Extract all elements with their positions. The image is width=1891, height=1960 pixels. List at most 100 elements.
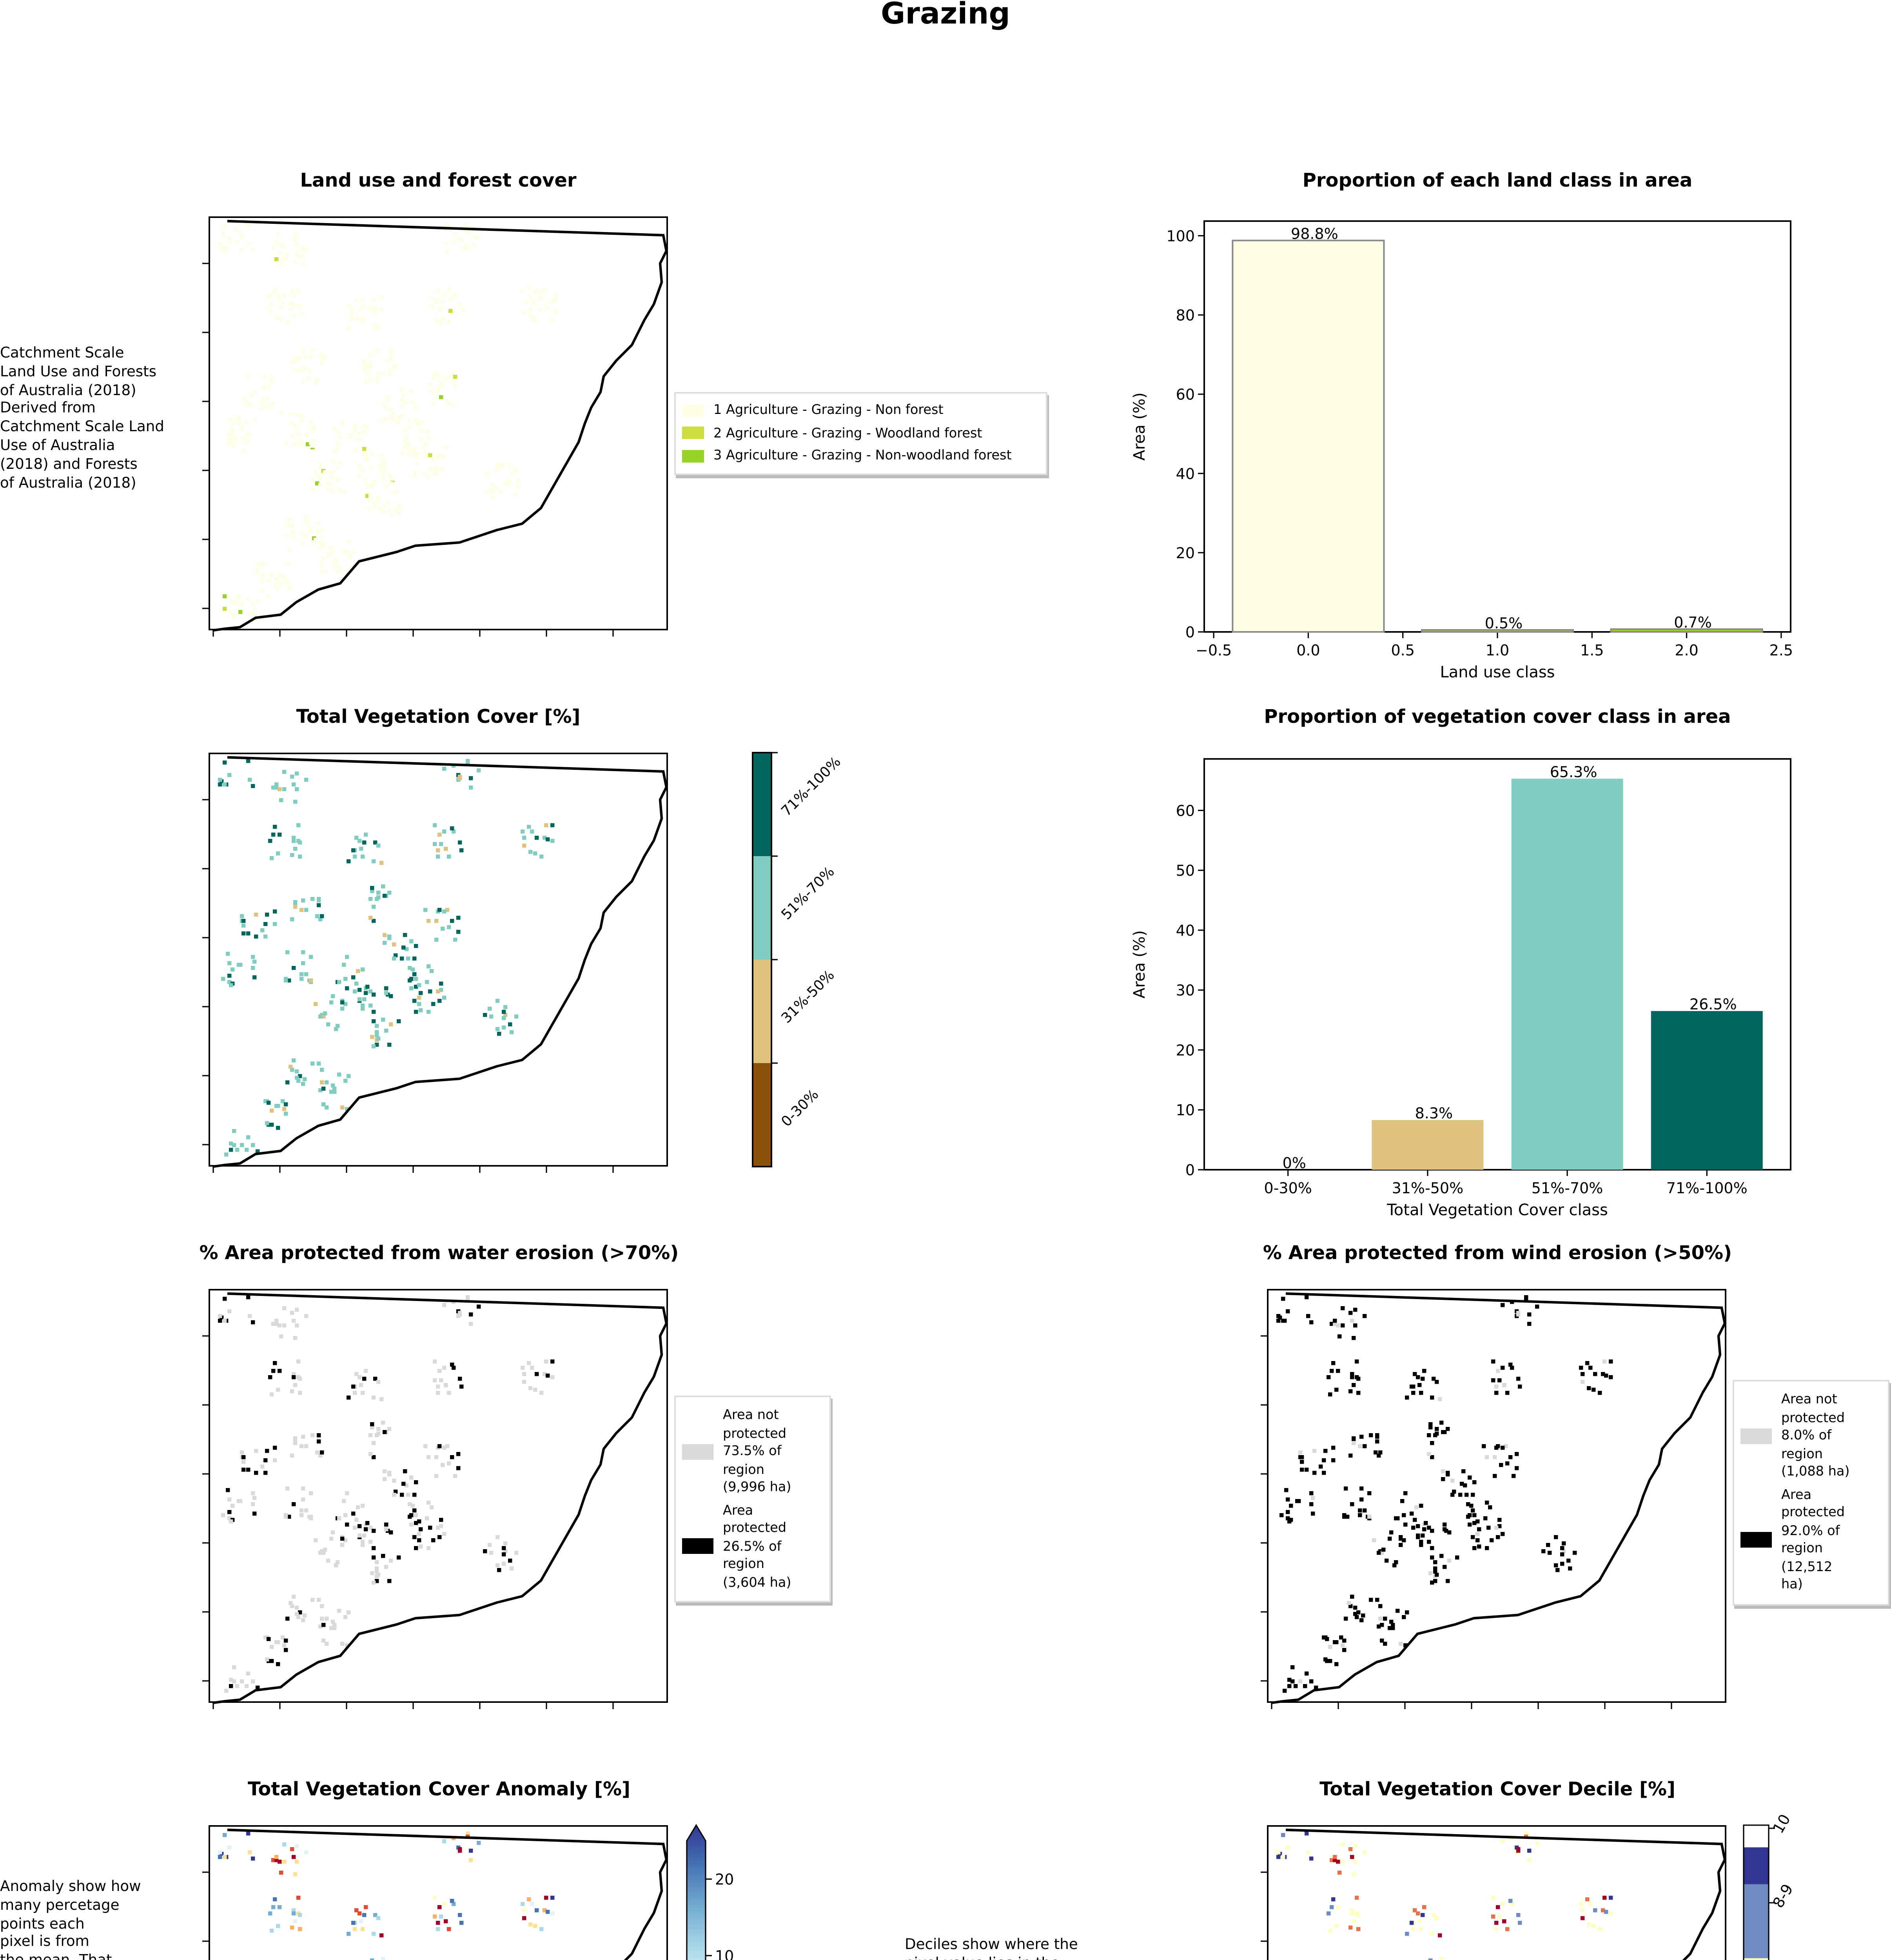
map-pixel — [1353, 1323, 1357, 1328]
map-pixel — [262, 386, 266, 390]
map-pixel — [474, 235, 478, 240]
colorbar-label: 8-9 — [1769, 1881, 1797, 1911]
map-pixel — [274, 1858, 279, 1862]
map-pixel — [463, 246, 467, 250]
map-pixel — [1375, 1439, 1379, 1444]
map-pixel — [394, 364, 398, 368]
map-pixel — [414, 977, 418, 981]
map-pixel — [1515, 1452, 1519, 1456]
map-pixel — [273, 1458, 277, 1463]
map-pixel — [384, 417, 388, 421]
map-pixel — [1432, 1377, 1436, 1381]
map-pixel — [345, 1491, 349, 1495]
map-pixel — [375, 376, 379, 381]
map-pixel — [340, 1105, 345, 1110]
map-pixel — [339, 569, 343, 573]
map-pixel — [279, 1871, 283, 1875]
map-pixel — [1309, 1857, 1314, 1861]
map-pixel — [1388, 1626, 1392, 1630]
map-pixel — [265, 1121, 269, 1125]
map-pixel — [1588, 1366, 1593, 1370]
map-pixel — [273, 922, 277, 926]
map-pixel — [533, 1388, 537, 1392]
map-pixel — [489, 1551, 494, 1555]
map-pixel — [329, 1090, 334, 1094]
map-pixel — [227, 1846, 232, 1850]
map-pixel — [392, 956, 396, 961]
map-pixel — [1336, 1369, 1340, 1373]
map-pixel — [248, 431, 252, 436]
map-pixel — [227, 442, 232, 446]
map-pixel — [546, 1374, 550, 1378]
map-pixel — [345, 1643, 349, 1648]
map-pixel — [304, 778, 309, 782]
map-pixel — [370, 889, 374, 893]
map-pixel — [298, 442, 302, 446]
map-pixel — [1399, 1537, 1403, 1541]
map-pixel — [412, 1535, 417, 1539]
map-pixel — [218, 1319, 222, 1323]
map-pixel — [1403, 1643, 1408, 1648]
map-pixel — [372, 1044, 376, 1049]
map-pixel — [358, 1524, 362, 1528]
map-pixel — [401, 1482, 406, 1486]
map-pixel — [437, 1444, 442, 1448]
map-pixel — [406, 441, 410, 445]
map-pixel — [332, 450, 337, 454]
map-pixel — [252, 607, 257, 611]
map-pixel — [234, 227, 238, 232]
map-pixel — [1328, 1659, 1332, 1663]
map-pixel — [495, 463, 500, 467]
map-pixel — [375, 1030, 379, 1034]
map-pixel — [290, 524, 294, 528]
map-pixel — [459, 238, 464, 243]
region-boundary — [1271, 1292, 1726, 1704]
map-pixel — [339, 461, 343, 465]
map-pixel — [318, 546, 323, 550]
map-pixel — [488, 1007, 492, 1011]
map-pixel — [270, 1123, 274, 1127]
legend-label: 2 Agriculture - Grazing - Woodland fores… — [713, 424, 982, 440]
map-pixel — [387, 1471, 392, 1475]
map-pixel — [340, 1642, 345, 1646]
map-pixel — [304, 1314, 309, 1318]
map-pixel — [238, 963, 243, 967]
map-pixel — [1609, 1911, 1613, 1916]
map-pixel — [411, 1504, 415, 1508]
map-frame — [209, 1289, 668, 1703]
map-pixel — [1428, 1425, 1433, 1430]
map-pixel — [431, 1538, 436, 1543]
map-pixel — [274, 1855, 279, 1859]
map-pixel — [282, 770, 287, 774]
vegcover-map — [202, 753, 668, 1173]
map-pixel — [372, 1555, 376, 1560]
map-pixel — [417, 983, 421, 987]
map-pixel — [1568, 1566, 1572, 1571]
map-pixel — [232, 1143, 236, 1147]
map-pixel — [453, 375, 457, 379]
map-pixel — [318, 477, 323, 481]
map-pixel — [442, 909, 446, 914]
map-pixel — [1433, 1560, 1437, 1564]
map-pixel — [1501, 1366, 1505, 1370]
map-pixel — [1527, 1312, 1532, 1317]
map-pixel — [384, 1527, 388, 1532]
map-pixel — [433, 1359, 437, 1364]
map-pixel — [433, 1896, 437, 1900]
map-pixel — [359, 1383, 363, 1387]
map-pixel — [1350, 1375, 1354, 1379]
colorbar-segment — [753, 856, 771, 960]
map-pixel — [436, 373, 440, 377]
map-pixel — [535, 1372, 539, 1376]
map-pixel — [218, 1314, 222, 1318]
map-pixel — [1439, 1554, 1444, 1558]
map-pixel — [332, 1090, 337, 1094]
map-pixel — [356, 969, 360, 973]
map-pixel — [326, 1559, 330, 1563]
map-pixel — [229, 1519, 233, 1524]
map-pixel — [392, 412, 396, 417]
map-pixel — [361, 1543, 365, 1547]
map-pixel — [433, 1915, 437, 1919]
map-pixel — [290, 530, 294, 534]
map-pixel — [295, 1069, 299, 1074]
